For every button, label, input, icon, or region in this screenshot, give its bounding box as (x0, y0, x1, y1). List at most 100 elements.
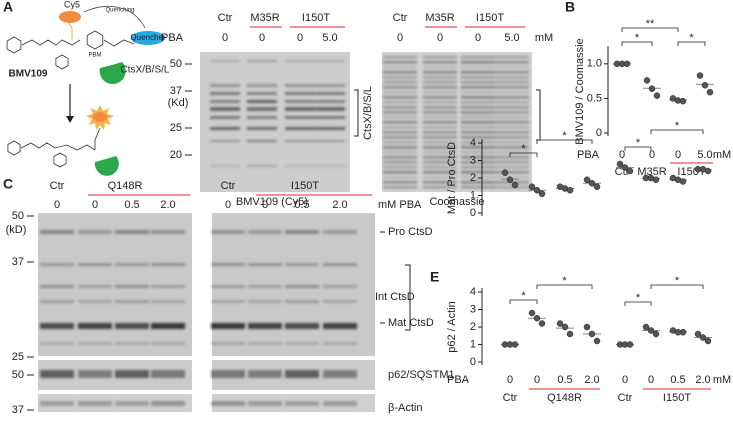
data-point (679, 329, 687, 336)
gel-band (383, 56, 417, 59)
gel-band (40, 263, 74, 266)
data-point (623, 60, 631, 68)
gel-band (383, 116, 417, 119)
panel-label: B (565, 0, 575, 15)
significance-label: * (562, 130, 567, 142)
gel-band (461, 151, 495, 154)
gel-band (78, 263, 112, 266)
data-point (652, 330, 660, 338)
data-point (643, 77, 651, 84)
gel-band (423, 56, 457, 59)
pba-value: 0 (259, 32, 265, 44)
ring (53, 152, 67, 168)
gel-band (210, 100, 240, 103)
gel-band (495, 146, 529, 149)
data-point (647, 327, 655, 334)
lane-label: Ctr (221, 180, 236, 192)
gel-band (495, 111, 529, 114)
group-label: Ctr (503, 392, 518, 404)
gel-band (248, 285, 282, 288)
gel-band (151, 401, 185, 406)
gel-band (210, 107, 240, 111)
gel-band (285, 323, 319, 329)
pba-value: 0.5 (294, 199, 309, 211)
gel-band (423, 151, 457, 154)
gel-band (383, 66, 417, 69)
gel-band (78, 230, 112, 234)
significance-bracket (536, 284, 593, 289)
panel-label: C (3, 176, 13, 192)
gel-band (495, 186, 529, 189)
protease (94, 156, 119, 176)
panel-label: E (430, 269, 439, 285)
gel-band (78, 370, 112, 378)
lane-label: Q148R (108, 180, 143, 192)
data-point (588, 330, 596, 338)
gel-band (315, 116, 345, 119)
gel-band (151, 342, 185, 345)
data-point (566, 187, 574, 194)
data-point (588, 180, 596, 187)
significance-bracket (624, 301, 652, 306)
gel-band (461, 116, 495, 119)
gel (200, 52, 350, 192)
gel-band (495, 116, 529, 119)
gel-band (247, 116, 277, 119)
gel-band (461, 136, 495, 139)
data-point (652, 176, 660, 183)
gel-band (495, 151, 529, 154)
gel-band (423, 111, 457, 114)
pba-value: 2.0 (332, 199, 347, 211)
gel-band (423, 71, 457, 74)
gel-band (40, 230, 74, 234)
gel-band (461, 146, 495, 149)
gel-band (285, 230, 319, 234)
gel-band (210, 92, 240, 95)
significance-bracket (624, 146, 652, 151)
data-point (626, 341, 634, 348)
gel-band (323, 342, 357, 345)
gel-band (211, 370, 245, 378)
ring (55, 54, 69, 70)
gel-band (423, 96, 457, 99)
mw-marker: 37 (12, 404, 24, 416)
pba-value: 0 (437, 32, 443, 44)
gel-band (423, 136, 457, 139)
significance-label: * (521, 290, 526, 302)
gel-band (315, 84, 345, 87)
gel-band (211, 230, 245, 234)
gel-band (78, 323, 112, 329)
gel-band (461, 106, 495, 109)
data-point (511, 341, 519, 348)
lane-label: Ctr (50, 180, 65, 192)
gel-band (383, 186, 417, 189)
gel-band (383, 61, 417, 64)
gel-band (285, 116, 315, 119)
dye (59, 11, 81, 23)
gel-band (423, 156, 457, 159)
data-point (583, 323, 591, 331)
gel-band (211, 342, 245, 345)
pba-value: 0 (54, 199, 60, 211)
gel-band (323, 300, 357, 303)
gel-band (285, 370, 319, 378)
bond (103, 39, 135, 47)
gel-band (423, 126, 457, 129)
gel-band (461, 71, 495, 74)
x-tick-label: 0 (649, 149, 655, 161)
data-point (653, 92, 661, 99)
gel-band (423, 146, 457, 149)
gel-band (461, 56, 495, 59)
bond (20, 142, 96, 151)
gel-band (461, 111, 495, 114)
gel-band (383, 76, 417, 79)
protease (99, 62, 126, 85)
gel-band (423, 81, 457, 84)
gel-band (383, 121, 417, 124)
gel-band (248, 323, 282, 329)
gel-band (461, 101, 495, 104)
y-axis-label: BMV109 / Coomassie (574, 38, 586, 144)
gel-band (383, 81, 417, 84)
y-tick-label: 0.5 (587, 92, 602, 104)
